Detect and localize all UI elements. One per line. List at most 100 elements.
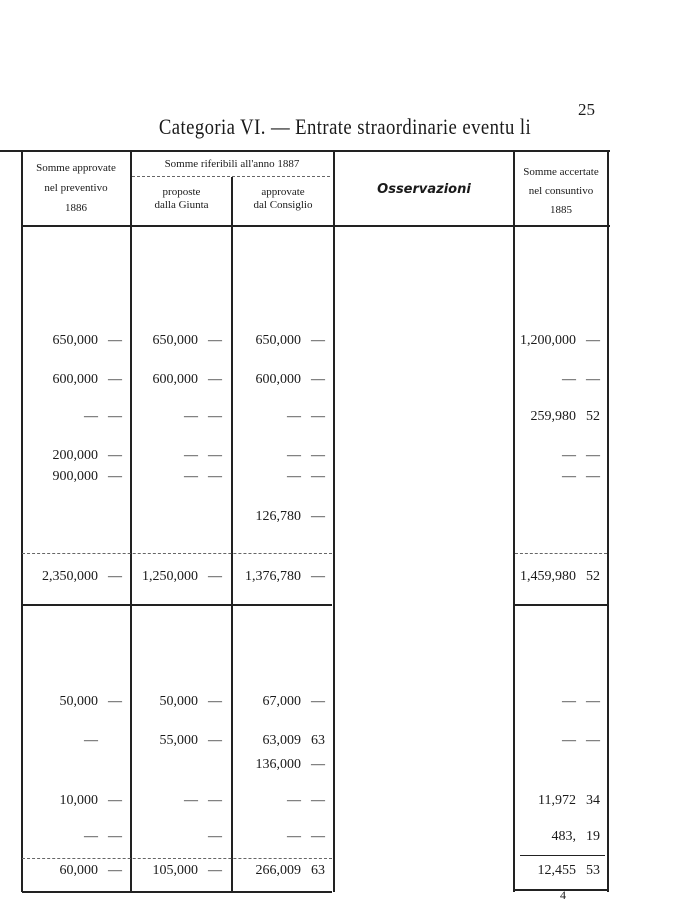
cell-cents: — [208,569,222,584]
cell-amount: — [84,409,98,424]
col-line [607,152,609,892]
header-text: dalla Giunta [154,199,209,211]
cell-cents: — [311,409,325,424]
cell-amount: 259,980 [530,409,577,424]
cell-cents: 19 [586,829,600,844]
cell-cents: — [586,333,600,348]
table-cell: 1,459,980 52 [520,569,600,587]
col-line [130,152,132,892]
header-col1: Somme approvate nel preventivo 1886 [22,160,130,217]
cell-cents: — [311,694,325,709]
cell-amount: 67,000 [262,694,302,709]
table-cell: — — [287,469,325,487]
table-cell: 67,000 — [263,694,326,712]
cell-cents [198,757,222,775]
table-cell: — — [287,793,325,811]
table-cell: — — [562,469,600,487]
cell-cents: — [208,469,222,484]
cell-amount: 2,350,000 [42,569,98,584]
total-rule [515,889,607,891]
cell-amount: 266,009 [255,863,302,878]
cell-cents [98,733,122,751]
total-rule [22,604,332,606]
cell-cents: — [311,509,325,524]
header-text: 1886 [65,202,87,214]
header-text: proposte [162,186,201,198]
cell-amount: 50,000 [59,694,99,709]
table-cell: — — [562,448,600,466]
cell-cents: — [586,448,600,463]
cell-amount: — [84,733,98,748]
cell-amount: 1,200,000 [520,333,576,348]
footer-mark: 4 [560,888,566,900]
cell-amount: 650,000 [255,333,302,348]
header-col2: proposte dalla Giunta [132,186,231,212]
cell-amount: — [84,829,98,844]
cell-cents: — [108,569,122,584]
table-cell: 50,000 — [60,694,123,712]
cell-cents: 63 [311,733,325,748]
table-cell: 60,000 — [60,863,123,881]
cell-cents: — [311,569,325,584]
cell-cents: — [311,757,325,772]
header-col3: approvate dal Consiglio [233,186,333,212]
cell-cents: — [208,372,222,387]
cell-amount: 105,000 [152,863,199,878]
total-rule [515,604,607,606]
cell-amount: 600,000 [52,372,99,387]
cell-cents: 63 [311,863,325,878]
cell-cents: — [586,469,600,484]
header-rule [22,225,610,227]
subtotal-rule [22,858,332,859]
table-cell: — — [184,469,222,487]
cell-amount: 600,000 [152,372,199,387]
table-cell: — — [562,372,600,390]
cell-cents: — [208,863,222,878]
top-rule [0,150,610,152]
cell-amount: — [562,733,576,748]
cell-amount: 1,459,980 [520,569,576,584]
cell-cents: — [208,333,222,348]
col-line [21,152,23,892]
header-text: 1885 [550,204,572,216]
cell-cents: — [208,409,222,424]
header-text: nel consuntivo [528,185,594,197]
table-cell [576,509,600,527]
table-cell: 50,000 — [160,694,223,712]
total-rule [22,891,332,893]
cell-amount: 60,000 [59,863,99,878]
subtotal-rule [22,553,332,554]
cell-cents: — [208,694,222,709]
cell-amount: 1,250,000 [142,569,198,584]
col-line [513,152,515,892]
cell-cents: — [208,448,222,463]
cell-cents: 52 [586,569,600,584]
table-cell [98,509,122,527]
group-rule [132,176,330,177]
subtotal-rule [515,553,607,554]
cell-cents: — [108,448,122,463]
table-cell: 11,972 34 [538,793,600,811]
table-cell: 650,000 — [256,333,326,351]
table-cell: 126,780 — [256,509,326,527]
cell-cents: — [108,372,122,387]
table-cell [198,757,222,775]
table-cell: — — [287,829,325,847]
cell-amount: 200,000 [52,448,99,463]
cell-amount: — [562,469,576,484]
table-cell [576,757,600,775]
cell-amount: 483, [551,829,577,844]
table-cell: — — [184,409,222,427]
table-cell: — [84,733,122,751]
cell-cents: — [311,372,325,387]
cell-amount: — [184,448,198,463]
cell-amount: — [287,793,301,808]
table-cell: 1,376,780 — [245,569,325,587]
table-cell: — — [287,448,325,466]
cell-amount: 10,000 [59,793,99,808]
cell-amount: — [287,469,301,484]
cell-amount: 650,000 [152,333,199,348]
table-cell: 2,350,000 — [42,569,122,587]
header-group: Somme riferibili all'anno 1887 [164,158,300,170]
cell-cents [98,509,122,527]
